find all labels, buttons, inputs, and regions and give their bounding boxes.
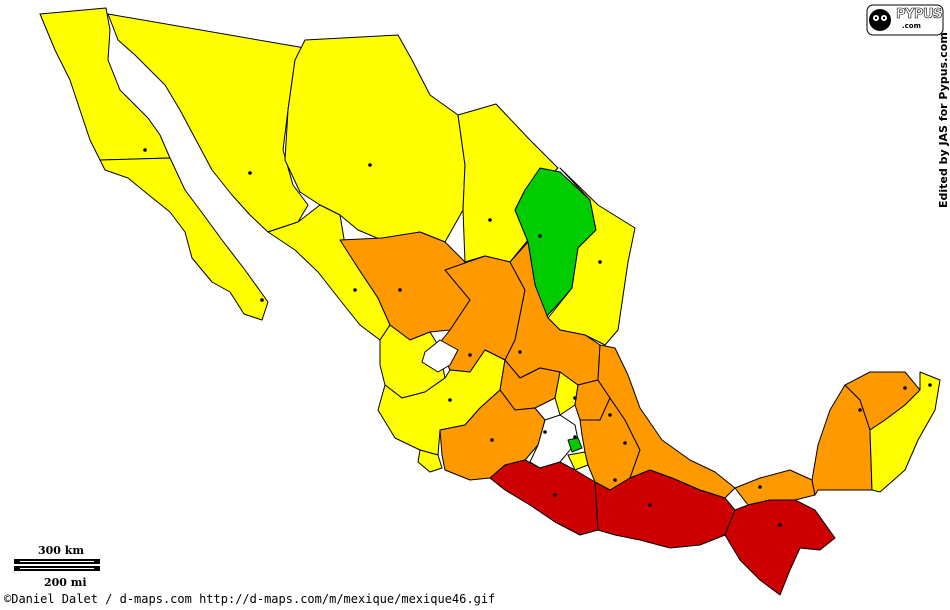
capital-dot [538,234,542,238]
capital-dot [928,383,932,387]
capital-dot [143,148,147,152]
capital-dot [543,430,547,434]
map-credit: ©Daniel Dalet / d-maps.com http://d-maps… [4,592,496,606]
capital-dot [648,503,652,507]
capital-dot [248,171,252,175]
capital-dot [398,288,402,292]
logo-name: PYPUS [896,7,943,23]
scale-mi-label: 200 mi [44,576,87,589]
capital-dot [858,408,862,412]
state-chiapas[interactable] [724,499,836,596]
capital-dot [598,260,602,264]
capital-dot [778,523,782,527]
capital-dot [623,441,627,445]
scale-km-label: 300 km [38,544,85,557]
logo-domain: .com [902,22,921,30]
capital-dot [488,218,492,222]
state-baja-california[interactable] [39,7,171,161]
state-baja-california-sur[interactable] [99,157,269,321]
capital-dot [553,493,557,497]
capital-dot [903,386,907,390]
state-mexico[interactable] [529,414,579,469]
state-quintana-roo[interactable] [869,371,941,493]
state-aguascalientes[interactable] [421,339,459,373]
capital-dot [573,396,577,400]
capital-dot [468,353,472,357]
capital-dot [518,350,522,354]
capital-dot [758,485,762,489]
capital-dot [490,438,494,442]
capital-dot [573,435,577,439]
capital-dot [448,398,452,402]
capital-dot [260,298,264,302]
capital-dot [613,478,617,482]
capital-dot [368,163,372,167]
pypus-face-icon [866,4,944,36]
capital-dot [353,288,357,292]
pypus-logo[interactable] [866,4,944,36]
capital-dot [608,413,612,417]
state-colima[interactable] [417,449,443,473]
